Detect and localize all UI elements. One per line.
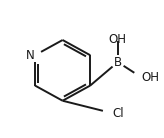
Text: Cl: Cl	[112, 107, 124, 120]
Text: OH: OH	[109, 33, 127, 46]
Text: N: N	[26, 49, 35, 62]
Text: B: B	[114, 56, 122, 69]
Text: OH: OH	[141, 71, 159, 84]
